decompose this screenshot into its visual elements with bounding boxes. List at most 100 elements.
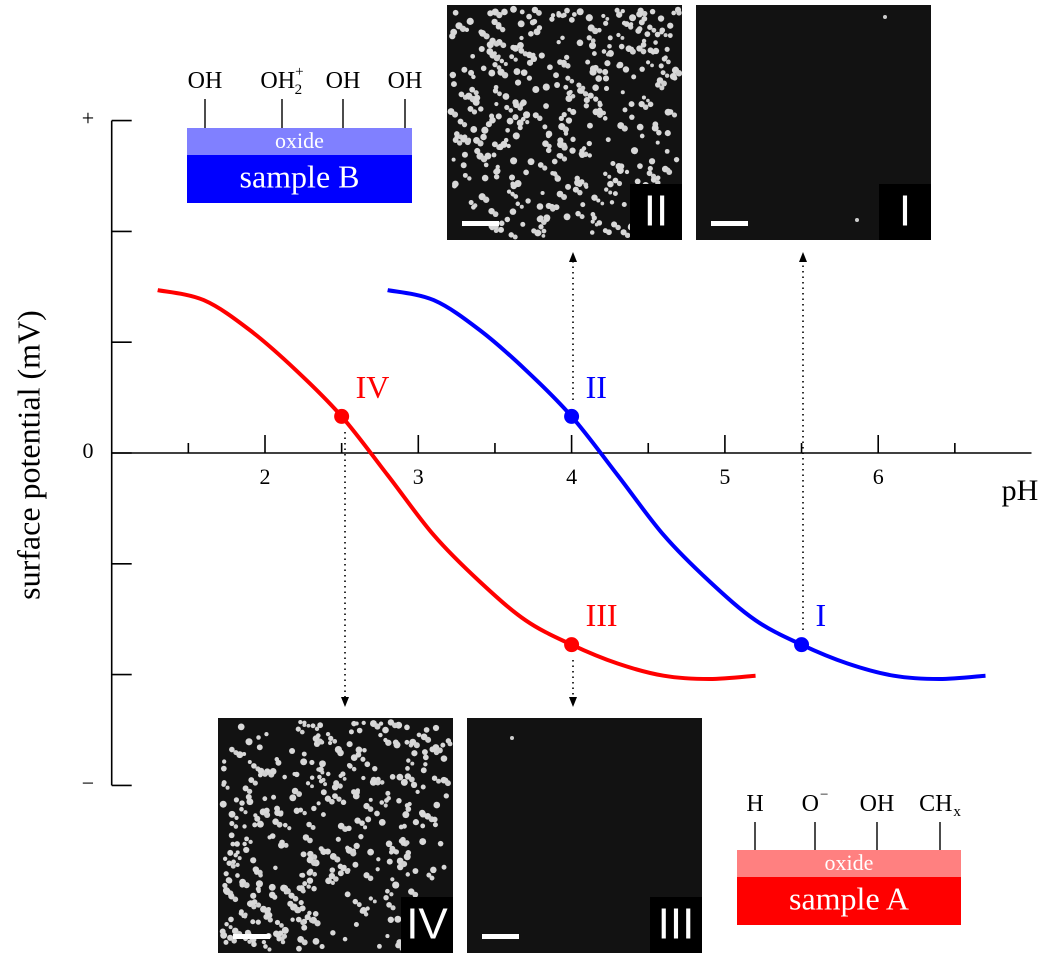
particle <box>562 126 569 133</box>
particle <box>385 790 391 796</box>
particle <box>227 849 234 856</box>
particle <box>256 735 261 740</box>
particle <box>436 747 443 754</box>
particle <box>506 189 512 194</box>
particle <box>433 801 441 809</box>
particle <box>420 767 427 774</box>
particle <box>568 16 575 23</box>
particle <box>228 832 235 839</box>
particle <box>654 31 661 38</box>
particle <box>466 139 472 144</box>
particle <box>311 859 318 867</box>
particle <box>500 26 506 33</box>
particle <box>348 729 354 735</box>
particle <box>440 742 446 748</box>
particle <box>389 774 396 780</box>
particle <box>461 151 468 158</box>
particle <box>307 837 313 844</box>
particle <box>299 872 304 878</box>
particle <box>355 751 362 758</box>
particle <box>255 902 262 908</box>
particle <box>545 147 552 154</box>
particle <box>251 941 257 948</box>
particle <box>603 171 608 176</box>
particle <box>419 838 427 846</box>
particle <box>422 754 429 761</box>
particle <box>468 200 474 206</box>
particle <box>337 870 344 877</box>
micrograph: III <box>467 718 702 953</box>
particle <box>400 840 406 846</box>
particle <box>664 73 670 78</box>
particle <box>293 807 300 814</box>
particle <box>379 780 385 785</box>
particle <box>423 762 428 767</box>
particle <box>278 841 285 849</box>
particle <box>592 84 599 91</box>
particle <box>503 62 508 67</box>
particle <box>461 66 468 73</box>
particle <box>605 137 611 143</box>
particle <box>431 775 438 781</box>
particle <box>614 7 620 13</box>
particle <box>460 162 467 169</box>
particle <box>530 55 538 63</box>
particle <box>416 732 422 738</box>
particle <box>247 939 252 944</box>
particle <box>618 43 625 50</box>
particle <box>378 818 386 826</box>
particle <box>312 937 320 945</box>
particle <box>676 10 682 16</box>
particle <box>560 59 567 66</box>
inset-label: I <box>899 187 911 236</box>
micrograph: IV <box>218 718 453 953</box>
particle <box>429 875 435 881</box>
particle <box>651 124 659 132</box>
particle <box>344 868 351 875</box>
particle <box>607 174 612 179</box>
particle <box>452 180 459 188</box>
particle <box>491 141 498 148</box>
particle <box>400 836 406 843</box>
particle <box>412 868 419 874</box>
particle <box>537 230 542 235</box>
particle <box>574 175 580 182</box>
particle <box>328 741 333 746</box>
inset-label: IV <box>406 900 448 949</box>
particle <box>420 823 426 829</box>
particle <box>512 99 519 106</box>
particle <box>485 121 492 128</box>
particle <box>316 801 321 806</box>
particle <box>404 724 410 731</box>
particle <box>430 866 437 874</box>
particle <box>301 924 308 931</box>
particle <box>451 81 457 88</box>
particle <box>564 54 570 60</box>
particle <box>320 770 325 775</box>
particle <box>312 871 318 877</box>
particle <box>374 723 381 730</box>
particle <box>499 220 505 227</box>
particle <box>642 104 649 110</box>
particle <box>353 842 360 850</box>
particle <box>449 32 456 40</box>
particle <box>355 746 363 754</box>
particle <box>471 74 476 80</box>
particle <box>415 789 420 795</box>
particle <box>280 939 286 945</box>
particle <box>220 931 228 939</box>
x-tick-label: 3 <box>413 464 424 489</box>
particle <box>509 208 517 215</box>
particle <box>312 911 319 917</box>
particle <box>537 115 543 122</box>
particle <box>274 919 281 926</box>
particle <box>437 840 444 847</box>
particle <box>520 116 526 122</box>
particle <box>457 118 464 125</box>
particle <box>536 10 542 16</box>
particle <box>581 146 587 151</box>
site-label: OH <box>188 68 223 94</box>
particle <box>612 191 618 197</box>
particle <box>233 824 239 829</box>
particle <box>525 198 531 204</box>
